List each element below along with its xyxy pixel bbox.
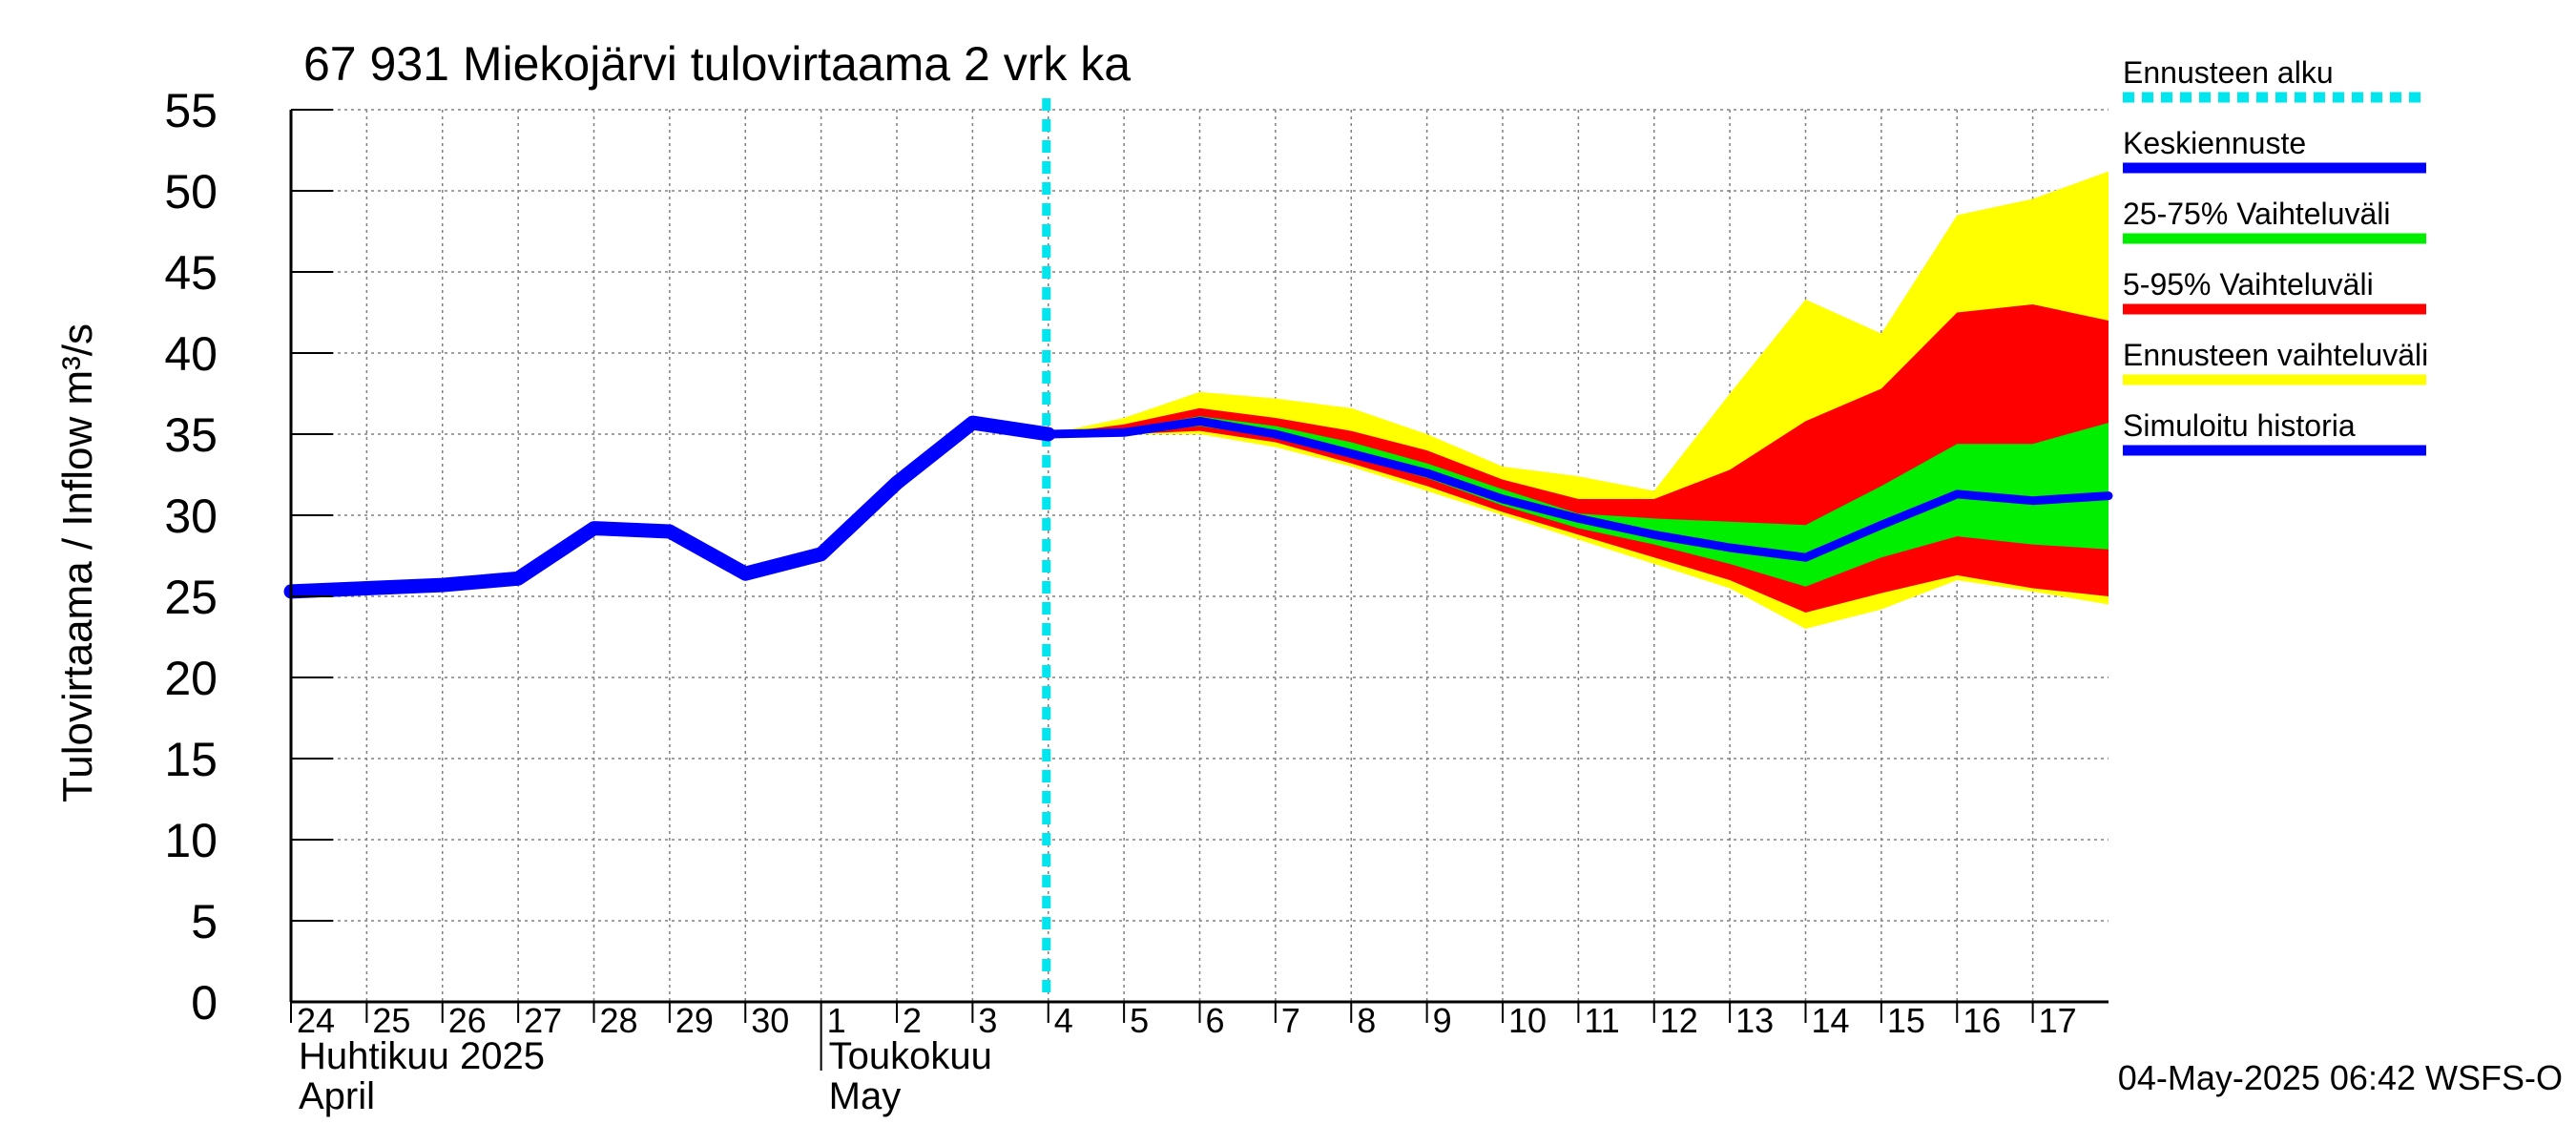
legend: Ennusteen alku Keskiennuste 25-75% Vaihtel…: [2123, 55, 2428, 456]
chart-title: 67 931 Miekojärvi tulovirtaama 2 vrk ka: [303, 37, 1131, 91]
legend-label: Ennusteen alku: [2123, 55, 2334, 90]
month-label-en: May: [829, 1075, 902, 1117]
y-tick-label: 50: [164, 165, 218, 219]
y-tick-label: 5: [191, 895, 218, 948]
x-tick-label: 17: [2039, 1001, 2077, 1040]
history-series-line: [283, 415, 1056, 599]
y-tick-label: 10: [164, 814, 218, 867]
x-tick-label: 11: [1584, 1001, 1619, 1040]
x-tick-label: 7: [1281, 1001, 1300, 1040]
series-lines: [283, 98, 2113, 1002]
y-tick-label: 35: [164, 408, 218, 462]
forecast-bands: [1048, 171, 2109, 629]
x-tick-label: 13: [1735, 1001, 1774, 1040]
month-label: Toukokuu: [829, 1035, 992, 1077]
x-tick-label: 12: [1660, 1001, 1698, 1040]
y-axis-label: Tulovirtaama / Inflow m³/s: [54, 323, 101, 802]
legend-label: 5-95% Vaihteluväli: [2123, 267, 2374, 302]
x-tick-label: 5: [1130, 1001, 1149, 1040]
x-tick-label: 24: [297, 1001, 335, 1040]
x-tick-label: 26: [448, 1001, 487, 1040]
y-tick-label: 25: [164, 571, 218, 624]
footer-timestamp: 04-May-2025 06:42 WSFS-O: [2118, 1058, 2563, 1097]
x-tick-label: 2: [903, 1001, 922, 1040]
x-tick-label: 6: [1206, 1001, 1225, 1040]
x-tick-label: 4: [1054, 1001, 1073, 1040]
grid: [291, 109, 2109, 1002]
month-label: Huhtikuu 2025: [299, 1035, 545, 1077]
x-tick-label: 25: [372, 1001, 410, 1040]
x-tick-label: 16: [1963, 1001, 2001, 1040]
legend-label: Ennusteen vaihteluväli: [2123, 338, 2428, 372]
x-tick-label: 29: [675, 1001, 714, 1040]
x-tick-label: 30: [751, 1001, 789, 1040]
y-tick-label: 45: [164, 246, 218, 300]
mean-forecast-line: [1044, 416, 2113, 562]
y-tick-label: 0: [191, 976, 218, 1030]
x-tick-label: 27: [524, 1001, 562, 1040]
month-label-en: April: [299, 1075, 375, 1117]
legend-label: 25-75% Vaihteluväli: [2123, 197, 2390, 231]
x-tick-label: 1: [827, 1001, 846, 1040]
x-tick-label: 14: [1812, 1001, 1850, 1040]
y-tick-label: 55: [164, 84, 218, 137]
x-tick-label: 3: [978, 1001, 997, 1040]
legend-label: Simuloitu historia: [2123, 408, 2356, 443]
y-tick-label: 15: [164, 733, 218, 786]
x-tick-label: 15: [1887, 1001, 1925, 1040]
y-tick-label: 20: [164, 652, 218, 705]
x-tick-label: 8: [1357, 1001, 1376, 1040]
x-tick-label: 9: [1433, 1001, 1452, 1040]
x-tick-label: 10: [1508, 1001, 1547, 1040]
x-tick-label: 28: [600, 1001, 638, 1040]
y-tick-label: 40: [164, 327, 218, 381]
y-tick-label: 30: [164, 489, 218, 543]
legend-label: Keskiennuste: [2123, 126, 2306, 160]
